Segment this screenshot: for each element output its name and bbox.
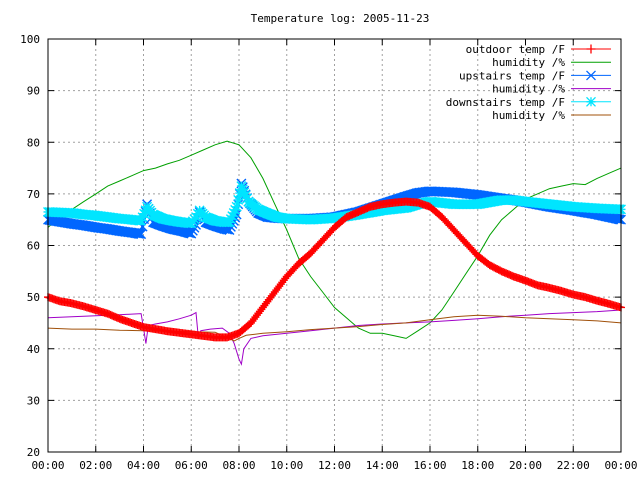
x-tick-label: 18:00 xyxy=(461,459,494,472)
x-axis-ticks: 00:00 02:00 04:00 06:00 08:00 10:00 12:00 14:00… xyxy=(31,39,638,472)
grid-lines xyxy=(48,39,621,452)
x-tick-label: 20:00 xyxy=(509,459,542,472)
y-tick-label: 80 xyxy=(27,136,40,149)
series-layer xyxy=(43,140,626,366)
x-tick-label: 14:00 xyxy=(366,459,399,472)
x-tick-label: 08:00 xyxy=(222,459,255,472)
y-tick-label: 50 xyxy=(27,291,40,304)
x-tick-label: 00:00 xyxy=(31,459,64,472)
y-tick-label: 90 xyxy=(27,85,40,98)
series-line xyxy=(47,309,622,366)
legend-marker xyxy=(586,96,596,107)
y-tick-label: 30 xyxy=(27,394,40,407)
y-tick-label: 70 xyxy=(27,188,40,201)
legend-label: outdoor temp /F xyxy=(466,43,565,56)
legend-label: upstairs temp /F xyxy=(459,69,565,82)
plot-frame xyxy=(47,38,622,453)
x-tick-label: 00:00 xyxy=(604,459,637,472)
legend-label: humidity /% xyxy=(492,109,565,122)
x-tick-label: 10:00 xyxy=(270,459,303,472)
series-3 xyxy=(47,309,622,366)
x-tick-label: 16:00 xyxy=(413,459,446,472)
legend-label: humidity /% xyxy=(492,83,565,96)
y-tick-label: 40 xyxy=(27,343,40,356)
y-tick-label: 60 xyxy=(27,240,40,253)
x-tick-label: 04:00 xyxy=(127,459,160,472)
y-tick-label: 100 xyxy=(20,33,40,46)
legend-label: humidity /% xyxy=(492,56,565,69)
y-tick-label: 20 xyxy=(27,446,40,459)
x-tick-label: 02:00 xyxy=(79,459,112,472)
x-tick-label: 12:00 xyxy=(318,459,351,472)
x-tick-label: 22:00 xyxy=(557,459,590,472)
legend-marker xyxy=(586,44,596,54)
x-tick-label: 06:00 xyxy=(175,459,208,472)
legend-marker xyxy=(586,70,596,81)
chart-title: Temperature log: 2005-11-23 xyxy=(251,12,430,25)
legend-label: downstairs temp /F xyxy=(446,96,565,109)
